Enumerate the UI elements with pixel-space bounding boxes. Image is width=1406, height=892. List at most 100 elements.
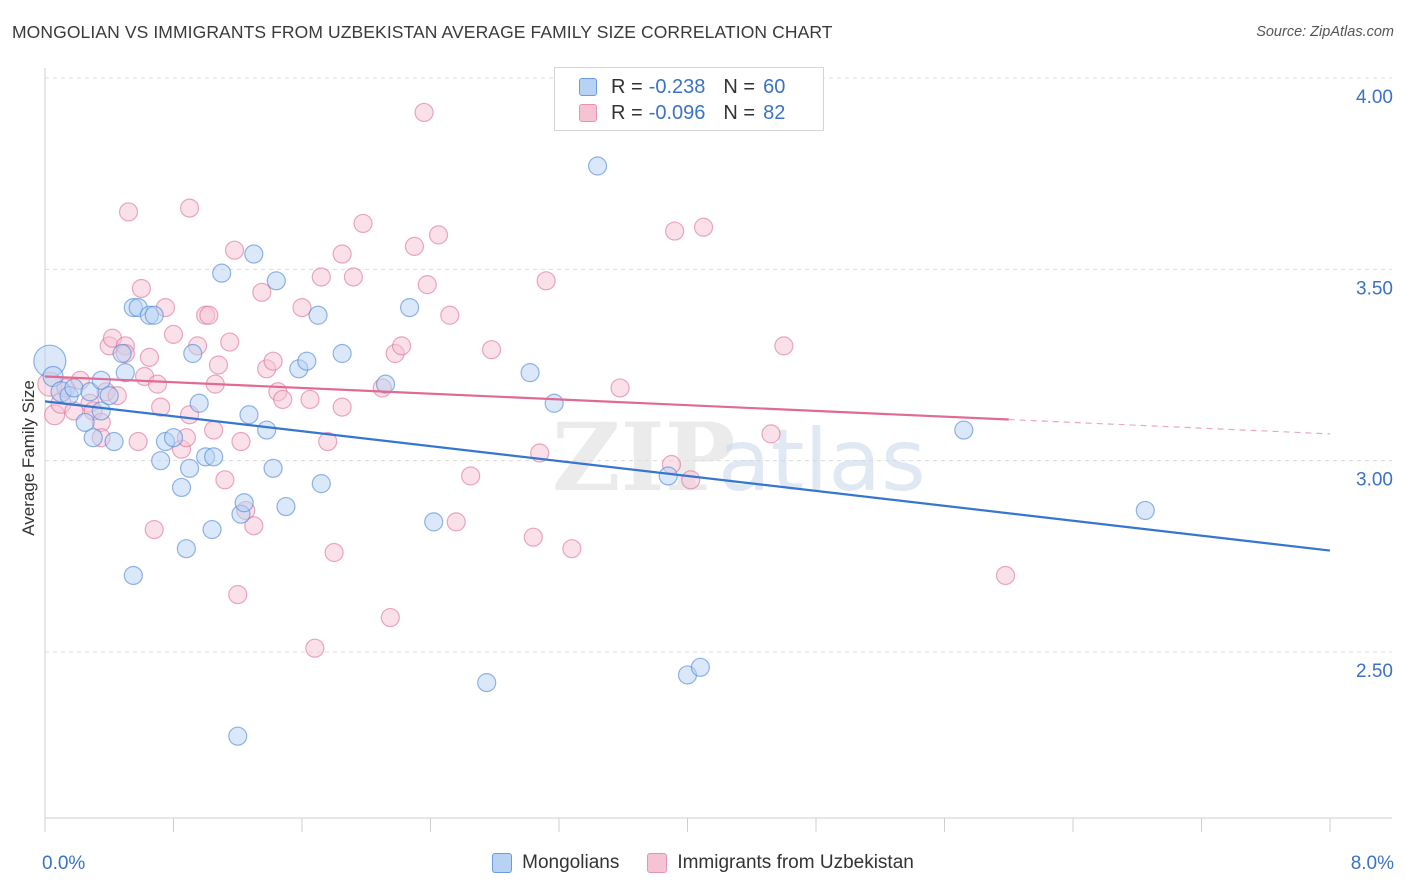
uzbekistan-point <box>139 347 160 367</box>
mongolians-point <box>266 271 286 291</box>
uzbekistan-point <box>324 542 344 563</box>
uzbekistan-point <box>179 198 200 218</box>
mongolians-point <box>123 565 143 586</box>
mongolians-point <box>151 451 171 471</box>
mongolians-point <box>183 343 203 364</box>
uzbekistan-point <box>147 374 168 394</box>
uzbekistan-trend-line <box>44 375 1009 421</box>
x-tick-label-min: 0.0% <box>42 853 85 874</box>
uzbekistan-point <box>244 516 264 536</box>
source-label: Source: ZipAtlas.com <box>1256 24 1394 40</box>
watermark-atlas: atlas <box>718 411 926 511</box>
uzbekistan-point <box>199 305 219 325</box>
uzbekistan-point <box>252 282 272 302</box>
uzbekistan-point <box>332 397 352 417</box>
mongolians-point <box>163 428 184 448</box>
mongolians-point <box>658 466 678 486</box>
mongolians-point <box>954 420 974 440</box>
uzbekistan-point <box>273 389 293 410</box>
mongolians-point <box>1135 500 1155 521</box>
chart-title: MONGOLIAN VS IMMIGRANTS FROM UZBEKISTAN … <box>12 22 833 42</box>
uzbekistan-point <box>461 466 481 486</box>
mongolians-point <box>375 374 396 394</box>
uzbekistan-point <box>681 470 701 490</box>
uzbekistan-point <box>665 221 685 241</box>
legend-swatch-blue <box>579 78 597 96</box>
series-legend: Mongolians Immigrants from Uzbekistan <box>0 852 1406 874</box>
mongolians-point <box>83 428 103 448</box>
uzbekistan-point <box>481 340 502 360</box>
grid-lines <box>45 77 1392 653</box>
mongolians-point <box>176 539 196 559</box>
legend-swatch-blue <box>492 853 513 873</box>
uzbekistan-point <box>144 519 164 540</box>
uzbekistan-point <box>231 431 251 452</box>
legend-r-label: R = <box>611 75 643 98</box>
mongolians-point <box>99 386 119 406</box>
uzbekistan-point <box>332 244 352 264</box>
mongolians-point <box>257 420 277 440</box>
mongolians-point <box>520 363 540 383</box>
mongolians-point <box>228 726 248 746</box>
mongolians-point <box>332 343 352 364</box>
y-tick-label: 4.00 <box>1356 87 1393 108</box>
mongolians-point <box>587 156 608 176</box>
uzbekistan-point <box>417 275 437 295</box>
legend-r-label: R = <box>611 101 643 124</box>
mongolians-point <box>263 458 283 478</box>
legend-n-label: N = <box>723 101 756 124</box>
uzbekistan-point <box>391 336 412 356</box>
mongolians-point <box>189 393 209 413</box>
mongolians-point <box>477 673 497 693</box>
uzbekistan-point <box>774 336 794 356</box>
x-tick-labels: 0.0% 8.0% <box>42 853 1394 874</box>
mongolians-point <box>171 477 192 498</box>
legend-swatch-pink <box>647 853 668 873</box>
legend-n-label: N = <box>723 75 756 98</box>
mongolians-point <box>112 343 132 364</box>
mongolians-point <box>64 378 84 398</box>
mongolians-point <box>308 305 328 325</box>
legend-item-mongolians: Mongolians <box>492 852 619 874</box>
mongolians-trend-line <box>44 400 1331 552</box>
uzbekistan-point <box>204 420 224 440</box>
mongolians-point <box>104 431 124 452</box>
mongolians-point <box>144 305 164 325</box>
uzbekistan-point <box>163 324 184 344</box>
uzbekistan-point <box>118 202 139 222</box>
uzbekistan-point <box>414 102 434 123</box>
legend-r-value: -0.238 <box>648 75 706 98</box>
mongolians-point <box>202 519 222 540</box>
uzbekistan-point <box>220 332 240 352</box>
y-tick-labels: 2.50 3.00 3.50 4.00 <box>1356 87 1393 682</box>
y-axis-label: Average Family Size <box>19 380 38 536</box>
uzbekistan-point <box>440 305 460 325</box>
uzbekistan-point <box>536 271 556 291</box>
axes <box>44 68 1392 832</box>
legend-n-value: 82 <box>763 101 786 124</box>
stats-legend: R = -0.238 N = 60 R = -0.096 N = 82 <box>554 67 824 131</box>
legend-label-mongolians: Mongolians <box>522 852 620 873</box>
mongolians-point <box>311 474 331 494</box>
uzbekistan-point <box>995 565 1016 586</box>
y-tick-label: 2.50 <box>1356 661 1393 682</box>
mongolians-point <box>115 363 135 383</box>
legend-r-value: -0.096 <box>648 101 706 124</box>
mongolians-point <box>75 412 95 432</box>
mongolians-point <box>179 458 200 478</box>
mongolians-point <box>80 382 100 402</box>
uzbekistan-point <box>131 278 151 299</box>
watermark: ZIP atlas <box>552 403 926 513</box>
uzbekistan-point <box>263 351 283 371</box>
uzbekistan-point <box>693 217 714 237</box>
mongolians-point <box>234 493 254 513</box>
uzbekistan-point <box>446 512 466 532</box>
uzbekistan-point <box>300 389 320 410</box>
uzbekistan-point <box>343 267 363 287</box>
watermark-zip: ZIP <box>552 403 735 513</box>
mongolians-point <box>212 263 232 283</box>
uzbekistan-point <box>215 470 235 490</box>
uzbekistan-point <box>610 378 630 398</box>
uzbekistan-point <box>318 431 338 452</box>
